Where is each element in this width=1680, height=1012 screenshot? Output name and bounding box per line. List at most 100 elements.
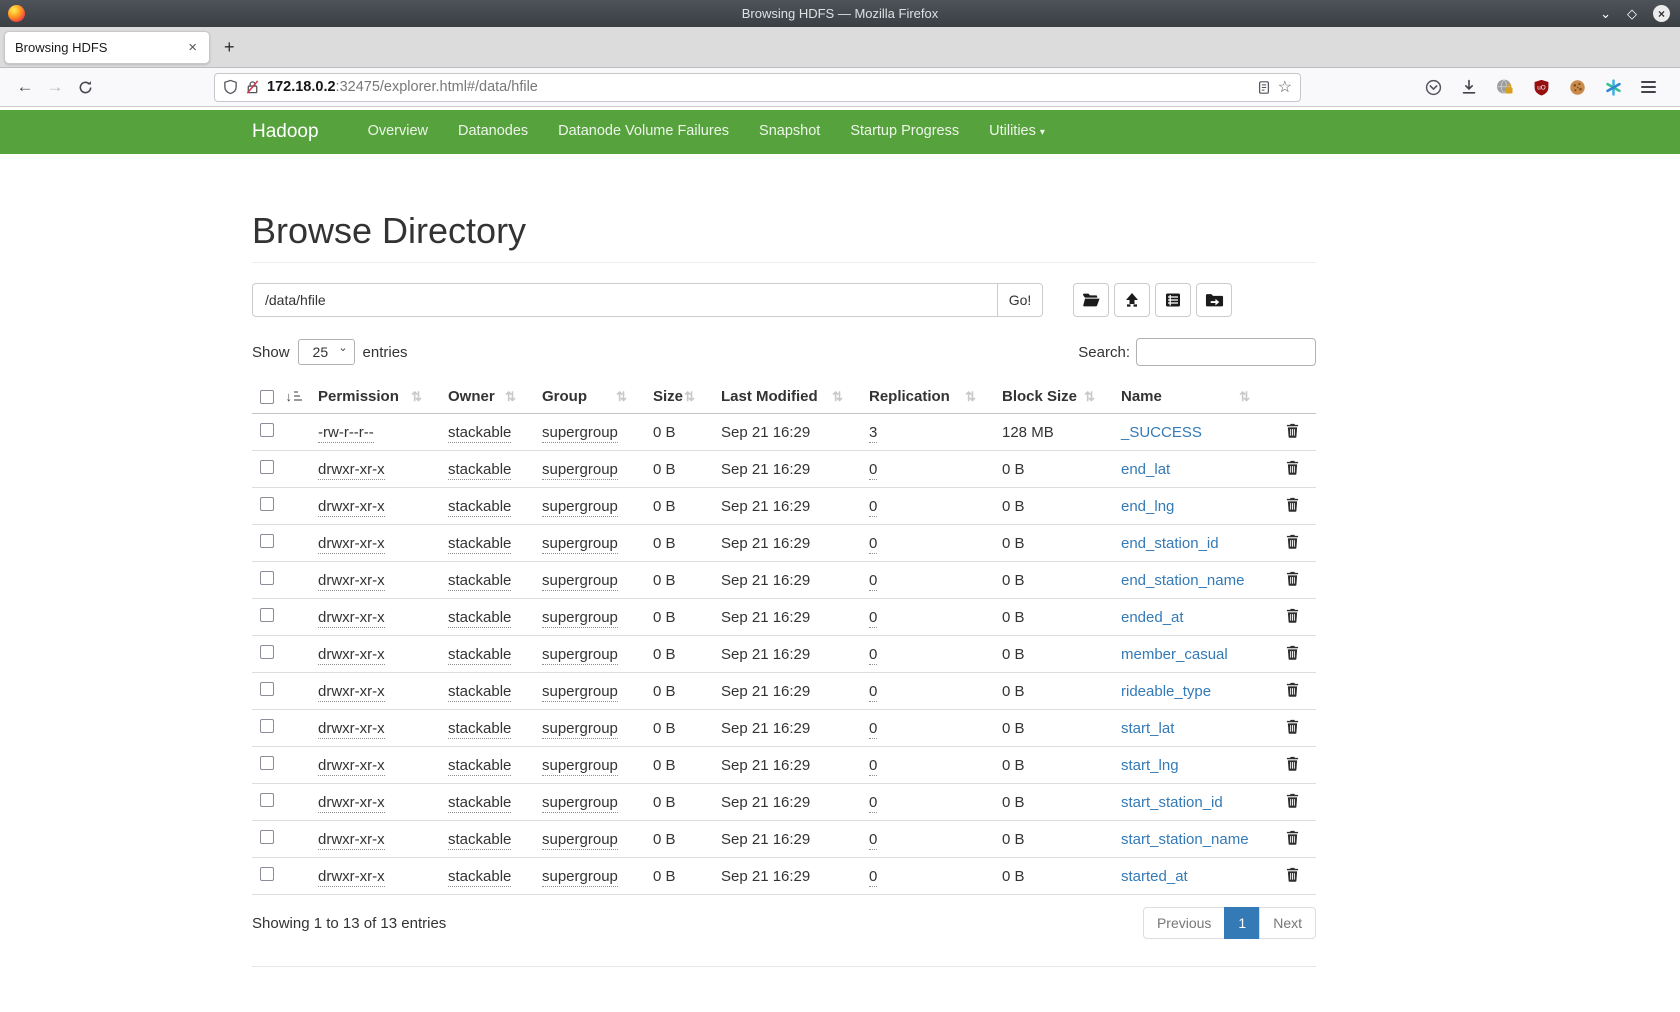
replication-value[interactable]: 0 bbox=[869, 571, 878, 591]
new-tab-button[interactable]: + bbox=[224, 36, 235, 57]
row-checkbox[interactable] bbox=[260, 460, 274, 474]
menu-icon[interactable] bbox=[1641, 81, 1656, 93]
owner-value[interactable]: stackable bbox=[448, 571, 512, 591]
owner-value[interactable]: stackable bbox=[448, 460, 512, 480]
window-close-icon[interactable]: × bbox=[1653, 5, 1670, 22]
row-checkbox[interactable] bbox=[260, 867, 274, 881]
replication-value[interactable]: 0 bbox=[869, 756, 878, 776]
sort-toggle-icon[interactable]: ⇅ bbox=[965, 388, 976, 404]
delete-file-icon[interactable] bbox=[1286, 497, 1299, 516]
column-header-last-modified[interactable]: Last Modified ⇅ bbox=[713, 380, 861, 414]
replication-value[interactable]: 0 bbox=[869, 534, 878, 554]
delete-file-icon[interactable] bbox=[1286, 645, 1299, 664]
sort-ascending-icon[interactable]: ↓ bbox=[286, 390, 302, 403]
file-name-link[interactable]: rideable_type bbox=[1121, 682, 1212, 700]
permission-value[interactable]: drwxr-xr-x bbox=[318, 830, 385, 850]
ublock-icon[interactable]: uO bbox=[1533, 79, 1550, 96]
file-listing-button[interactable] bbox=[1155, 283, 1191, 317]
delete-file-icon[interactable] bbox=[1286, 756, 1299, 775]
row-checkbox[interactable] bbox=[260, 793, 274, 807]
row-checkbox[interactable] bbox=[260, 645, 274, 659]
permission-value[interactable]: drwxr-xr-x bbox=[318, 756, 385, 776]
file-name-link[interactable]: member_casual bbox=[1121, 645, 1228, 663]
permission-value[interactable]: drwxr-xr-x bbox=[318, 719, 385, 739]
navbar-item-overview[interactable]: Overview bbox=[367, 123, 428, 139]
file-name-link[interactable]: start_lng bbox=[1121, 756, 1179, 774]
replication-value[interactable]: 0 bbox=[869, 719, 878, 739]
group-value[interactable]: supergroup bbox=[542, 830, 618, 850]
insecure-lock-icon[interactable] bbox=[245, 79, 260, 95]
replication-value[interactable]: 0 bbox=[869, 682, 878, 702]
file-name-link[interactable]: end_station_id bbox=[1121, 534, 1219, 552]
back-icon[interactable]: ← bbox=[16, 77, 34, 96]
move-paste-button[interactable] bbox=[1196, 283, 1232, 317]
delete-file-icon[interactable] bbox=[1286, 719, 1299, 738]
group-value[interactable]: supergroup bbox=[542, 423, 618, 443]
permission-value[interactable]: -rw-r--r-- bbox=[318, 423, 374, 443]
sort-toggle-icon[interactable]: ⇅ bbox=[1239, 388, 1250, 404]
create-directory-button[interactable] bbox=[1073, 283, 1109, 317]
permission-value[interactable]: drwxr-xr-x bbox=[318, 793, 385, 813]
pagination-page-1[interactable]: 1 bbox=[1224, 907, 1261, 939]
file-name-link[interactable]: start_station_name bbox=[1121, 830, 1249, 848]
delete-file-icon[interactable] bbox=[1286, 460, 1299, 479]
owner-value[interactable]: stackable bbox=[448, 719, 512, 739]
browser-tab[interactable]: Browsing HDFS × bbox=[4, 30, 210, 64]
column-header-permission[interactable]: Permission ⇅ bbox=[310, 380, 440, 414]
permission-value[interactable]: drwxr-xr-x bbox=[318, 460, 385, 480]
asterisk-extension-icon[interactable] bbox=[1605, 78, 1622, 96]
window-minimize-icon[interactable]: ⌄ bbox=[1600, 6, 1611, 21]
sort-toggle-icon[interactable]: ⇅ bbox=[411, 388, 422, 404]
row-checkbox[interactable] bbox=[260, 682, 274, 696]
owner-value[interactable]: stackable bbox=[448, 534, 512, 554]
navbar-item-snapshot[interactable]: Snapshot bbox=[759, 123, 821, 139]
upload-files-button[interactable] bbox=[1114, 283, 1150, 317]
directory-path-input[interactable] bbox=[252, 283, 997, 317]
navbar-item-datanode-volume-failures[interactable]: Datanode Volume Failures bbox=[558, 123, 730, 139]
sort-toggle-icon[interactable]: ⇅ bbox=[832, 388, 843, 404]
file-name-link[interactable]: ended_at bbox=[1121, 608, 1184, 626]
permission-value[interactable]: drwxr-xr-x bbox=[318, 571, 385, 591]
file-name-link[interactable]: _SUCCESS bbox=[1121, 423, 1202, 441]
reader-mode-icon[interactable] bbox=[1257, 80, 1271, 95]
replication-value[interactable]: 0 bbox=[869, 793, 878, 813]
group-value[interactable]: supergroup bbox=[542, 719, 618, 739]
navbar-item-datanodes[interactable]: Datanodes bbox=[458, 123, 529, 139]
downloads-icon[interactable] bbox=[1461, 79, 1477, 95]
row-checkbox[interactable] bbox=[260, 830, 274, 844]
sort-toggle-icon[interactable]: ⇅ bbox=[1084, 388, 1095, 404]
permission-value[interactable]: drwxr-xr-x bbox=[318, 497, 385, 517]
owner-value[interactable]: stackable bbox=[448, 497, 512, 517]
delete-file-icon[interactable] bbox=[1286, 867, 1299, 886]
row-checkbox[interactable] bbox=[260, 608, 274, 622]
file-name-link[interactable]: end_lng bbox=[1121, 497, 1175, 515]
tracking-shield-icon[interactable] bbox=[223, 79, 238, 95]
replication-value[interactable]: 0 bbox=[869, 645, 878, 665]
privacy-extension-icon[interactable] bbox=[1496, 78, 1514, 96]
row-checkbox[interactable] bbox=[260, 756, 274, 770]
search-input[interactable] bbox=[1136, 338, 1316, 366]
group-value[interactable]: supergroup bbox=[542, 682, 618, 702]
replication-value[interactable]: 0 bbox=[869, 830, 878, 850]
cookie-extension-icon[interactable] bbox=[1569, 79, 1586, 96]
forward-icon[interactable]: → bbox=[46, 77, 64, 96]
owner-value[interactable]: stackable bbox=[448, 608, 512, 628]
pagination-next[interactable]: Next bbox=[1259, 907, 1316, 939]
file-name-link[interactable]: started_at bbox=[1121, 867, 1188, 885]
permission-value[interactable]: drwxr-xr-x bbox=[318, 534, 385, 554]
replication-value[interactable]: 0 bbox=[869, 867, 878, 887]
group-value[interactable]: supergroup bbox=[542, 645, 618, 665]
file-name-link[interactable]: end_station_name bbox=[1121, 571, 1245, 589]
sort-toggle-icon[interactable]: ⇅ bbox=[505, 388, 516, 404]
group-value[interactable]: supergroup bbox=[542, 460, 618, 480]
file-name-link[interactable]: start_lat bbox=[1121, 719, 1175, 737]
reload-icon[interactable] bbox=[70, 73, 100, 101]
pocket-icon[interactable] bbox=[1425, 79, 1442, 96]
delete-file-icon[interactable] bbox=[1286, 682, 1299, 701]
url-bar[interactable]: 172.18.0.2:32475/explorer.html#/data/hfi… bbox=[214, 72, 1301, 102]
owner-value[interactable]: stackable bbox=[448, 682, 512, 702]
tab-close-icon[interactable]: × bbox=[188, 38, 197, 56]
group-value[interactable]: supergroup bbox=[542, 756, 618, 776]
column-header-name[interactable]: Name ⇅ bbox=[1113, 380, 1268, 414]
select-all-checkbox[interactable] bbox=[260, 389, 274, 404]
